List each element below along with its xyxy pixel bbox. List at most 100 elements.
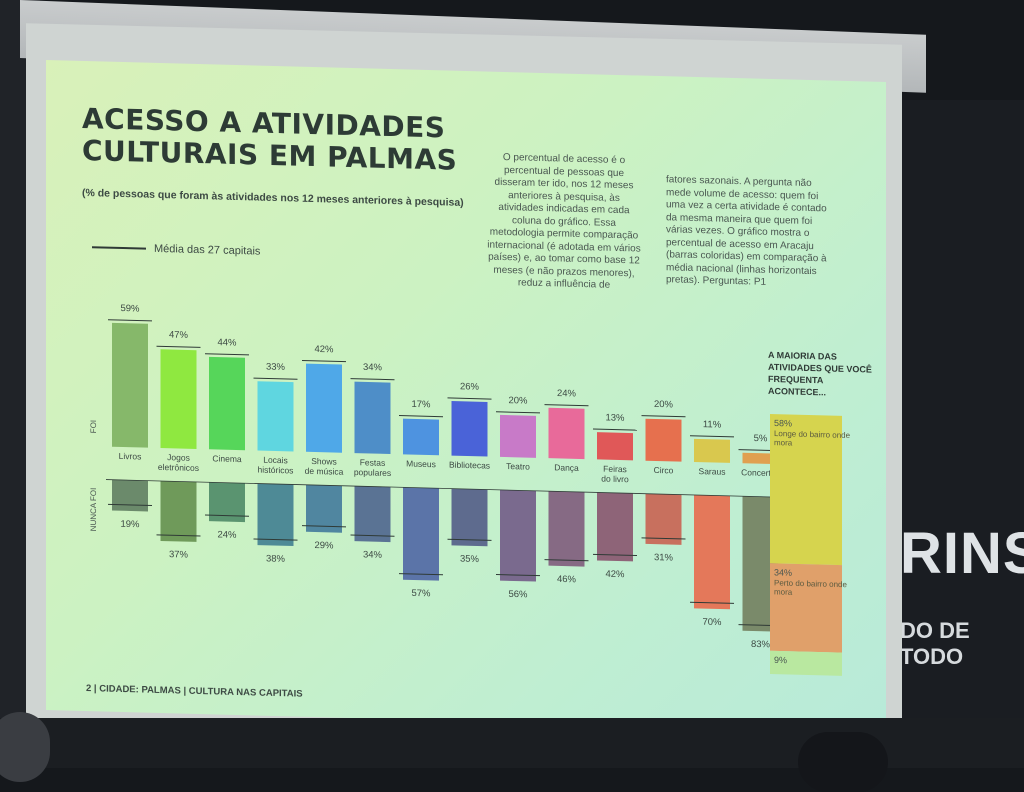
bar-nunca-foi-museus <box>403 487 439 581</box>
stack-value-label-1: 58% <box>774 418 792 428</box>
avg-line-nunca-foi-locais-historicos <box>253 538 298 541</box>
avg-line-foi-locais-historicos <box>253 377 298 380</box>
value-label-nunca-foi-feiras-do-livro: 42% <box>605 569 625 581</box>
value-label-nunca-foi-jogos-eletronicos: 37% <box>169 549 189 561</box>
stack-segment-1 <box>770 413 842 566</box>
bar-foi-circo <box>645 418 682 462</box>
stack-value-label-2: 34% <box>774 567 792 577</box>
access-chart: FOI NUNCA FOI 59% Livros 19% 47% Jogoseletrôni… <box>89 303 851 676</box>
value-label-foi-circo: 20% <box>654 399 674 411</box>
value-label-nunca-foi-danca: 46% <box>557 574 577 586</box>
category-label-concertos: Concertos <box>741 467 780 478</box>
value-label-foi-feiras-do-livro: 13% <box>605 412 625 424</box>
bar-nunca-foi-teatro <box>500 489 536 582</box>
bar-foi-livros <box>112 322 148 448</box>
audience-head-left <box>0 712 50 782</box>
category-label-feiras-do-livro-line2: do livro <box>601 474 629 485</box>
value-label-nunca-foi-bibliotecas: 35% <box>460 554 480 566</box>
bar-nunca-foi-locais-historicos <box>257 483 294 547</box>
avg-line-nunca-foi-saraus <box>690 601 734 604</box>
stack-label-2-line2: mora <box>774 587 793 596</box>
room-wall-right <box>896 100 1024 768</box>
value-label-nunca-foi-livros: 19% <box>120 519 140 531</box>
category-label-jogos-eletronicos-line2: eletrônicos <box>158 462 199 473</box>
avg-line-foi-cinema <box>205 353 249 356</box>
avg-line-nunca-foi-circo <box>641 537 686 540</box>
avg-line-foi-saraus <box>690 435 734 438</box>
category-label-museus: Museus <box>406 458 436 469</box>
category-label-festas-populares: Festas <box>360 457 386 468</box>
bar-nunca-foi-danca <box>548 491 585 567</box>
bar-nunca-foi-bibliotecas <box>451 488 488 547</box>
value-label-foi-jogos-eletronicos: 47% <box>169 330 189 342</box>
bar-foi-museus <box>403 418 439 456</box>
value-label-nunca-foi-cinema: 24% <box>217 529 237 541</box>
bar-nunca-foi-circo <box>645 493 682 545</box>
avg-line-nunca-foi-cinema <box>205 514 249 517</box>
bar-foi-danca <box>548 407 585 460</box>
axis-label-nunca-foi: NUNCA FOI <box>89 488 98 532</box>
bar-nunca-foi-jogos-eletronicos <box>160 480 197 542</box>
category-label-teatro: Teatro <box>506 461 530 472</box>
bar-foi-shows-de-musica <box>306 363 342 453</box>
value-label-nunca-foi-locais-historicos: 38% <box>266 553 286 565</box>
stack-value-label-3: 9% <box>774 655 787 665</box>
avg-line-nunca-foi-museus <box>399 573 443 576</box>
avg-line-foi-danca <box>544 404 589 407</box>
category-label-livros: Livros <box>119 451 142 462</box>
value-label-foi-festas-populares: 34% <box>363 362 383 374</box>
bar-foi-cinema <box>209 356 245 451</box>
presentation-slide: ACESSO A ATIVIDADES CULTURAIS EM PALMAS … <box>46 60 886 732</box>
category-label-locais-historicos-line2: históricos <box>258 465 294 476</box>
stack-label-1-line2: mora <box>774 438 793 447</box>
bar-foi-feiras-do-livro <box>597 432 633 461</box>
value-label-foi-locais-historicos: 33% <box>266 361 286 373</box>
bar-foi-bibliotecas <box>451 401 488 457</box>
avg-line-nunca-foi-teatro <box>496 574 540 577</box>
audience-head-right <box>798 732 888 792</box>
value-label-nunca-foi-concertos: 83% <box>751 639 771 651</box>
avg-line-nunca-foi-feiras-do-livro <box>593 553 637 557</box>
bar-foi-concertos <box>742 452 779 465</box>
value-label-nunca-foi-museus: 57% <box>411 588 431 600</box>
value-label-foi-teatro: 20% <box>508 395 528 407</box>
bar-nunca-foi-feiras-do-livro <box>597 492 633 562</box>
value-label-nunca-foi-circo: 31% <box>654 552 674 564</box>
value-label-foi-shows-de-musica: 42% <box>314 344 334 356</box>
category-label-circo: Circo <box>654 465 674 476</box>
category-label-cinema: Cinema <box>212 453 242 464</box>
bar-foi-locais-historicos <box>257 381 294 452</box>
stack-label-1: Longe do bairro onde <box>774 429 851 440</box>
category-label-feiras-do-livro: Feiras <box>603 464 627 475</box>
stack-segment-3 <box>770 650 842 676</box>
avg-line-foi-festas-populares <box>350 378 395 381</box>
avg-line-foi-livros <box>108 319 152 322</box>
bar-nunca-foi-shows-de-musica <box>306 484 342 533</box>
avg-line-foi-shows-de-musica <box>302 360 346 363</box>
baseline-nunca-foi <box>106 479 785 498</box>
bar-nunca-foi-livros <box>112 479 148 512</box>
bar-nunca-foi-saraus <box>694 494 730 610</box>
category-label-shows-de-musica-line2: de música <box>305 466 344 477</box>
value-label-foi-saraus: 11% <box>703 419 722 430</box>
value-label-nunca-foi-saraus: 70% <box>702 617 722 629</box>
axis-label-foi: FOI <box>89 420 98 434</box>
category-label-festas-populares-line2: populares <box>354 467 391 478</box>
avg-line-foi-museus <box>399 415 443 418</box>
category-label-bibliotecas: Bibliotecas <box>449 460 490 471</box>
value-label-foi-livros: 59% <box>120 303 140 315</box>
wall-slogan-text: DO DE TODO <box>900 618 970 669</box>
avg-line-foi-teatro <box>496 411 540 414</box>
value-label-nunca-foi-teatro: 56% <box>508 589 528 601</box>
avg-line-nunca-foi-livros <box>108 503 152 507</box>
avg-line-foi-bibliotecas <box>447 397 492 400</box>
value-label-foi-bibliotecas: 26% <box>460 381 480 393</box>
avg-line-foi-circo <box>641 415 686 418</box>
category-label-jogos-eletronicos: Jogos <box>167 452 190 463</box>
avg-line-nunca-foi-jogos-eletronicos <box>156 534 201 537</box>
avg-line-nunca-foi-danca <box>544 559 589 562</box>
avg-line-nunca-foi-shows-de-musica <box>302 525 346 528</box>
avg-line-nunca-foi-festas-populares <box>350 534 395 537</box>
category-label-locais-historicos: Locais <box>263 455 288 466</box>
value-label-nunca-foi-festas-populares: 34% <box>363 549 383 561</box>
